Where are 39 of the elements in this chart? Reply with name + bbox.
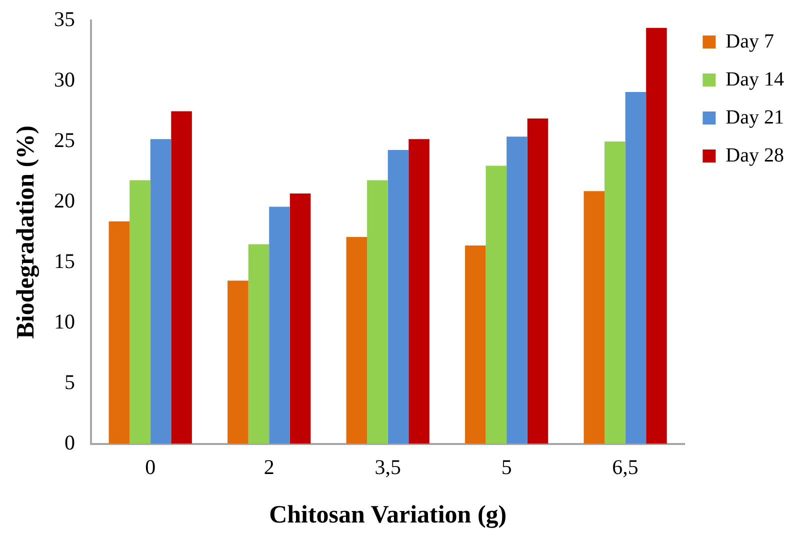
- x-tick-label: 2: [264, 454, 274, 479]
- x-tick-label: 5: [501, 454, 512, 479]
- y-tick-label: 5: [64, 370, 75, 394]
- legend-label: Day 28: [726, 144, 784, 166]
- bar: [150, 139, 172, 444]
- bar: [108, 221, 130, 444]
- bar: [228, 280, 248, 444]
- bar: [506, 136, 528, 444]
- bar: [527, 118, 548, 444]
- x-tick-label: 3,5: [374, 454, 401, 479]
- y-tick-label: 25: [54, 128, 75, 152]
- bar: [290, 194, 311, 444]
- legend-label: Day 21: [726, 106, 784, 128]
- bar: [584, 191, 605, 444]
- bar: [346, 237, 368, 444]
- bar: [625, 92, 646, 444]
- x-tick-label: 6,5: [612, 454, 638, 479]
- bar: [486, 166, 507, 444]
- bar: [408, 139, 430, 444]
- bar: [465, 246, 486, 444]
- y-tick-label: 30: [54, 68, 75, 92]
- bar: [367, 180, 388, 444]
- bar: [646, 28, 667, 444]
- y-tick-label: 10: [54, 309, 75, 334]
- legend-label: Day 7: [726, 30, 774, 52]
- y-tick-label: 35: [54, 7, 75, 32]
- bar: [604, 142, 626, 444]
- bar: [130, 180, 150, 444]
- x-axis-title: Chitosan Variation (g): [269, 501, 507, 528]
- bar: [388, 150, 409, 444]
- y-tick-label: 15: [54, 248, 75, 273]
- y-tick-label: 0: [64, 430, 75, 454]
- bar: [269, 206, 290, 444]
- bar: [171, 111, 192, 444]
- x-tick-label: 0: [145, 454, 156, 479]
- y-tick-label: 20: [54, 188, 75, 212]
- bar: [248, 244, 270, 444]
- y-axis-title: Biodegradation (%): [12, 126, 40, 339]
- legend-label: Day 14: [726, 68, 784, 90]
